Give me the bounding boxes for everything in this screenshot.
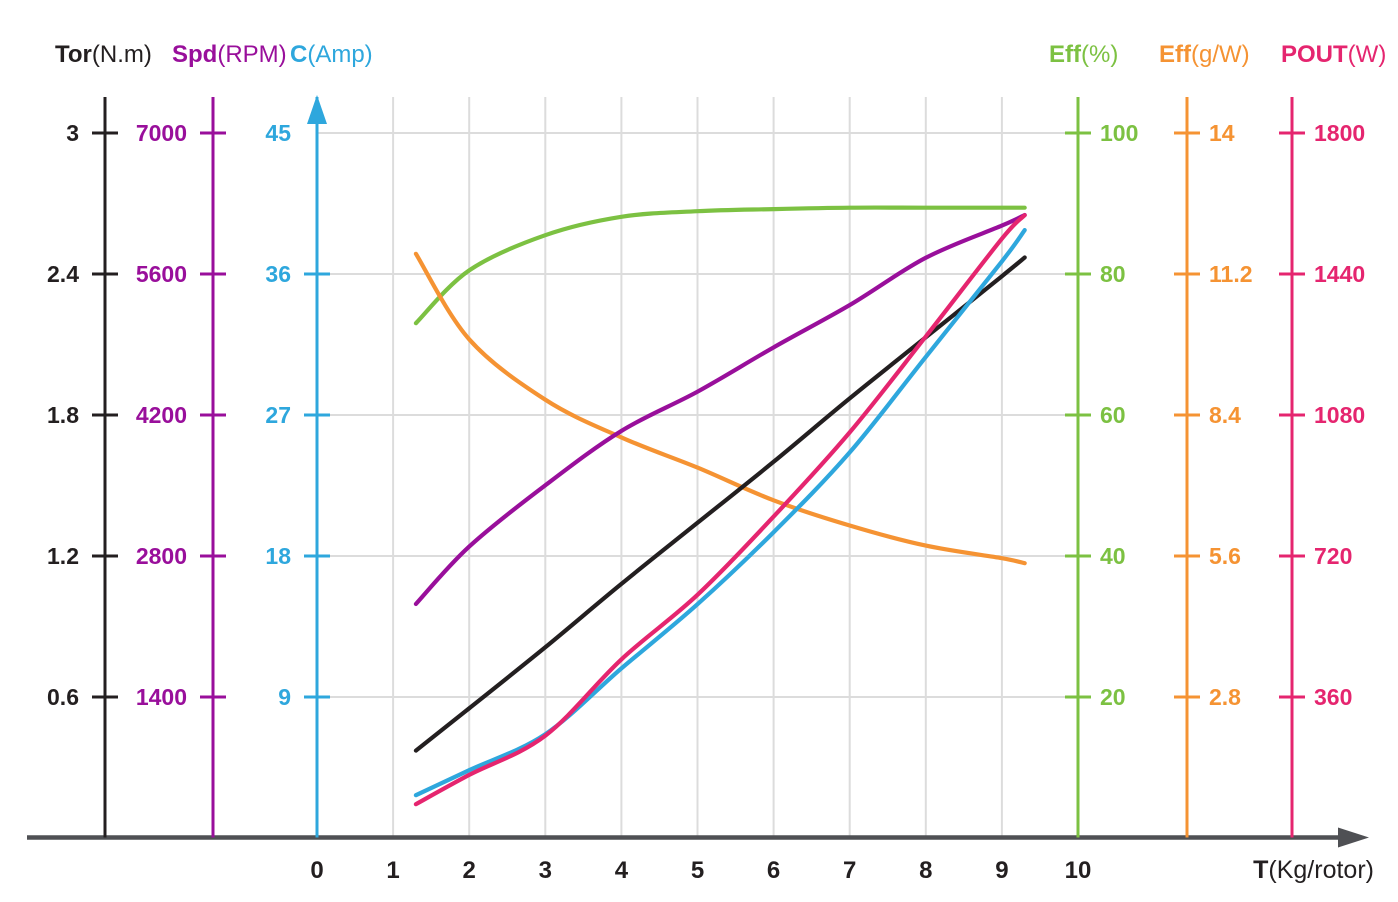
eff_gw-axis: 14 11.2 8.4 5.6 2.8 Eff(g/W) [1159, 41, 1253, 838]
eff_pct-axis-title-unit: (%) [1081, 41, 1118, 68]
pout-tick-label: 1440 [1314, 261, 1365, 287]
spd-axis-title-name: Spd [172, 41, 217, 68]
x-tick-label: 5 [691, 857, 704, 884]
pout-tick-label: 1080 [1314, 402, 1365, 428]
spd-tick-label: 4200 [136, 402, 187, 428]
x-tick-label: 9 [995, 857, 1008, 884]
tor-tick-label: 1.2 [47, 543, 79, 569]
eff_pct-tick-label: 80 [1100, 261, 1126, 287]
spd-tick-label: 5600 [136, 261, 187, 287]
x-axis-title-unit: (Kg/rotor) [1268, 856, 1374, 884]
tor-axis-title: Tor(N.m) [55, 41, 152, 68]
current-tick-label: 18 [265, 543, 291, 569]
current-axis-title-unit: (Amp) [307, 41, 372, 68]
tor-tick-label: 3 [66, 120, 79, 146]
pout-tick-label: 360 [1314, 684, 1352, 710]
pout-tick-label: 720 [1314, 543, 1352, 569]
tor-tick-label: 0.6 [47, 684, 79, 710]
x-tick-label: 2 [463, 857, 476, 884]
curves [413, 205, 1027, 807]
spd-curve [413, 212, 1027, 607]
current-axis-arrow-icon [307, 95, 327, 124]
eff_pct-tick-label: 40 [1100, 543, 1126, 569]
current-tick-label: 9 [278, 684, 291, 710]
spd-tick-label: 7000 [136, 120, 187, 146]
spd-tick-label: 2800 [136, 543, 187, 569]
x-tick-label: 6 [767, 857, 780, 884]
eff_gw-tick-label: 2.8 [1209, 684, 1241, 710]
eff_gw-curve [413, 251, 1027, 566]
tor-axis-title-name: Tor [55, 41, 92, 68]
pout-axis-title-name: POUT [1281, 41, 1348, 68]
current-axis-title: C(Amp) [290, 41, 373, 68]
tor-tick-label: 2.4 [47, 261, 79, 287]
eff_pct-axis-title: Eff(%) [1049, 41, 1118, 68]
x-axis-arrow-icon [1338, 827, 1369, 848]
x-tick-label: 1 [386, 857, 399, 884]
current-tick-label: 45 [265, 120, 291, 146]
current-tick-label: 27 [265, 402, 291, 428]
x-tick-label: 10 [1065, 857, 1092, 884]
eff_gw-axis-title-unit: (g/W) [1191, 41, 1250, 68]
eff_gw-tick-label: 5.6 [1209, 543, 1241, 569]
pout-axis-title: POUT(W) [1281, 41, 1386, 68]
tor-curve [413, 255, 1027, 753]
current-axis: 45 36 27 18 9 C(Amp) [265, 41, 373, 838]
eff_gw-tick-label: 11.2 [1209, 261, 1253, 287]
spd-axis-title: Spd(RPM) [172, 41, 287, 68]
spd-axis: 7000 5600 4200 2800 1400 Spd(RPM) [136, 41, 287, 838]
tor-axis-title-unit: (N.m) [92, 41, 152, 68]
eff_pct-tick-label: 20 [1100, 684, 1126, 710]
x-tick-label: 8 [919, 857, 932, 884]
eff_pct-tick-label: 100 [1100, 120, 1138, 146]
pout-tick-label: 1800 [1314, 120, 1365, 146]
x-axis: 0 1 2 3 4 5 6 7 8 9 10 T(Kg/rotor) [27, 827, 1374, 884]
tor-axis: 3 2.4 1.8 1.2 0.6 Tor(N.m) [47, 41, 152, 838]
x-tick-label: 7 [843, 857, 856, 884]
eff_pct-axis: 100 80 60 40 20 Eff(%) [1049, 41, 1138, 838]
eff_gw-axis-title: Eff(g/W) [1159, 41, 1250, 68]
spd-tick-label: 1400 [136, 684, 187, 710]
eff_gw-tick-label: 14 [1209, 120, 1235, 146]
spd-axis-title-unit: (RPM) [217, 41, 286, 68]
eff_gw-tick-label: 8.4 [1209, 402, 1241, 428]
eff_pct-curve [413, 205, 1027, 326]
x-tick-label: 3 [539, 857, 552, 884]
x-axis-title-name: T [1253, 856, 1268, 884]
current-curve [413, 228, 1027, 798]
pout-curve [413, 213, 1027, 807]
eff_pct-tick-label: 60 [1100, 402, 1126, 428]
pout-axis-title-unit: (W) [1348, 41, 1387, 68]
x-tick-label: 0 [310, 857, 323, 884]
current-tick-label: 36 [265, 261, 291, 287]
pout-axis: 1800 1440 1080 720 360 POUT(W) [1279, 41, 1386, 838]
x-axis-title: T(Kg/rotor) [1253, 856, 1374, 884]
eff_pct-axis-title-name: Eff [1049, 41, 1082, 68]
current-axis-title-name: C [290, 41, 307, 68]
x-tick-label: 4 [615, 857, 629, 884]
eff_gw-axis-title-name: Eff [1159, 41, 1192, 68]
tor-tick-label: 1.8 [47, 402, 79, 428]
